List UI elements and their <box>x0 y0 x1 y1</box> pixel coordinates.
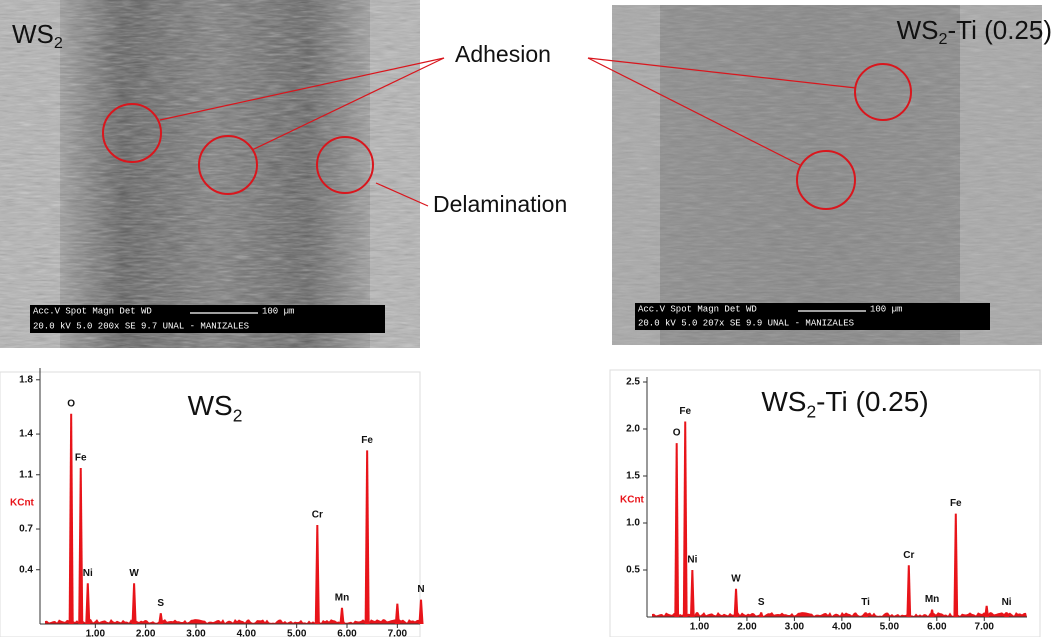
annotation-marks <box>102 57 912 210</box>
peak <box>953 513 959 617</box>
x-tick-label: 3.00 <box>186 629 206 637</box>
peak-label: Mn <box>925 594 939 605</box>
peak-label: Ni <box>83 568 93 579</box>
title: WS2 <box>188 390 243 425</box>
sem-image-left <box>0 0 420 348</box>
peak-label: S <box>758 597 765 608</box>
peak <box>984 605 990 617</box>
title: WS2 <box>12 19 63 52</box>
x-tick-label: 5.00 <box>880 622 900 633</box>
peak-label: Fe <box>950 498 962 509</box>
info-header: Acc.V Spot Magn Det WD <box>33 306 152 316</box>
spectrum-chart: 0.5 1.0 1.5 2.0 2.5 1.00 2.00 3.00 4.00 5.00 6.00 7… <box>609 369 1041 638</box>
peak <box>674 443 680 617</box>
sem-image-right <box>612 5 1042 345</box>
peak <box>758 612 764 617</box>
annotation-adhesion: Adhesion <box>455 41 551 67</box>
peak-label: O <box>673 428 681 439</box>
y-tick-label: 0.4 <box>19 564 33 575</box>
y-tick-label: 1.4 <box>19 429 33 440</box>
peak-label: Ti <box>861 597 870 608</box>
spectrum-chart: 0.4 0.7 1.1 1.4 1.8 1.00 2.00 3.00 4.00 5.00 6.00 7… <box>0 368 425 640</box>
peak-label: Fe <box>679 406 691 417</box>
x-tick-label: 7.00 <box>388 629 408 637</box>
x-tick-label: 4.00 <box>237 629 257 637</box>
x-tick-label: 1.00 <box>690 622 710 633</box>
peak-label: Mn <box>335 592 349 603</box>
peak <box>68 413 74 624</box>
y-tick-label: 1.8 <box>19 374 33 385</box>
y-tick-label: 1.1 <box>19 469 33 480</box>
y-tick-label: 2.0 <box>626 424 640 435</box>
scale-bar-label: 100 µm <box>262 306 294 316</box>
title-subscript: 2 <box>806 401 816 421</box>
chart-frame <box>609 369 1041 638</box>
title-subscript: 2 <box>233 405 243 425</box>
title: WS2-Ti (0.25) <box>761 386 928 421</box>
peak-label: Cr <box>903 550 914 561</box>
title-main: WS <box>188 390 233 421</box>
peak <box>78 467 84 624</box>
info-values: 20.0 kV 5.0 200x SE 9.7 UNAL - MANIZALES <box>33 321 249 331</box>
peak-label: Fe <box>75 453 87 464</box>
title-rest: -Ti (0.25) <box>816 386 929 417</box>
x-tick-label: 5.00 <box>287 629 307 637</box>
y-tick-label: 1.0 <box>626 518 640 529</box>
info-values: 20.0 kV 5.0 207x SE 9.9 UNAL - MANIZALES <box>638 318 854 328</box>
peak <box>85 583 91 624</box>
x-tick-label: 6.00 <box>927 622 947 633</box>
title-subscript: 2 <box>54 34 63 52</box>
peak-label: W <box>731 573 741 584</box>
title-subscript: 2 <box>939 30 948 48</box>
peak <box>929 609 935 617</box>
y-axis-label: KCnt <box>620 495 645 506</box>
peak <box>733 588 739 617</box>
annotation-delamination: Delamination <box>433 191 567 217</box>
y-tick-label: 2.5 <box>626 377 640 388</box>
peak-label: S <box>157 598 164 609</box>
x-tick-label: 2.00 <box>136 629 156 637</box>
title-main: WS <box>897 15 939 45</box>
background-counts <box>45 619 420 624</box>
x-tick-label: 1.00 <box>86 629 106 637</box>
x-tick-label: 2.00 <box>737 622 757 633</box>
peak <box>394 603 400 624</box>
peak <box>131 583 137 624</box>
peak-label: Ni <box>687 555 697 566</box>
x-tick-label: 4.00 <box>832 622 852 633</box>
peak-label: Cr <box>312 510 323 521</box>
peak <box>906 565 912 617</box>
x-tick-label: 6.00 <box>337 629 357 637</box>
info-header: Acc.V Spot Magn Det WD <box>638 304 757 314</box>
title: WS2-Ti (0.25) <box>897 15 1052 48</box>
y-tick-label: 0.7 <box>19 524 33 535</box>
title-main: WS <box>761 386 806 417</box>
scale-bar-label: 100 µm <box>870 304 902 314</box>
peak <box>158 613 164 624</box>
peak-label: W <box>129 568 139 579</box>
x-tick-label: 3.00 <box>785 622 805 633</box>
y-tick-label: 0.5 <box>626 565 640 576</box>
peak <box>364 450 370 624</box>
peak <box>339 607 345 624</box>
peak-label: Ni <box>1002 597 1012 608</box>
peak <box>689 570 695 617</box>
peak <box>863 612 868 617</box>
title-rest: -Ti (0.25) <box>948 15 1053 45</box>
peak <box>314 524 320 624</box>
x-tick-label: 7.00 <box>975 622 995 633</box>
peak <box>418 599 424 624</box>
y-tick-label: 1.5 <box>626 471 640 482</box>
peak <box>682 421 688 617</box>
spectra: 0.4 0.7 1.1 1.4 1.8 1.00 2.00 3.00 4.00 5.00 6.00 7… <box>0 368 1041 640</box>
peak-label: O <box>67 398 75 409</box>
y-axis-label: KCnt <box>10 498 35 509</box>
peak <box>1004 612 1009 617</box>
peak-label: N <box>417 584 424 595</box>
peak-label: Fe <box>361 435 373 446</box>
title-main: WS <box>12 19 54 49</box>
